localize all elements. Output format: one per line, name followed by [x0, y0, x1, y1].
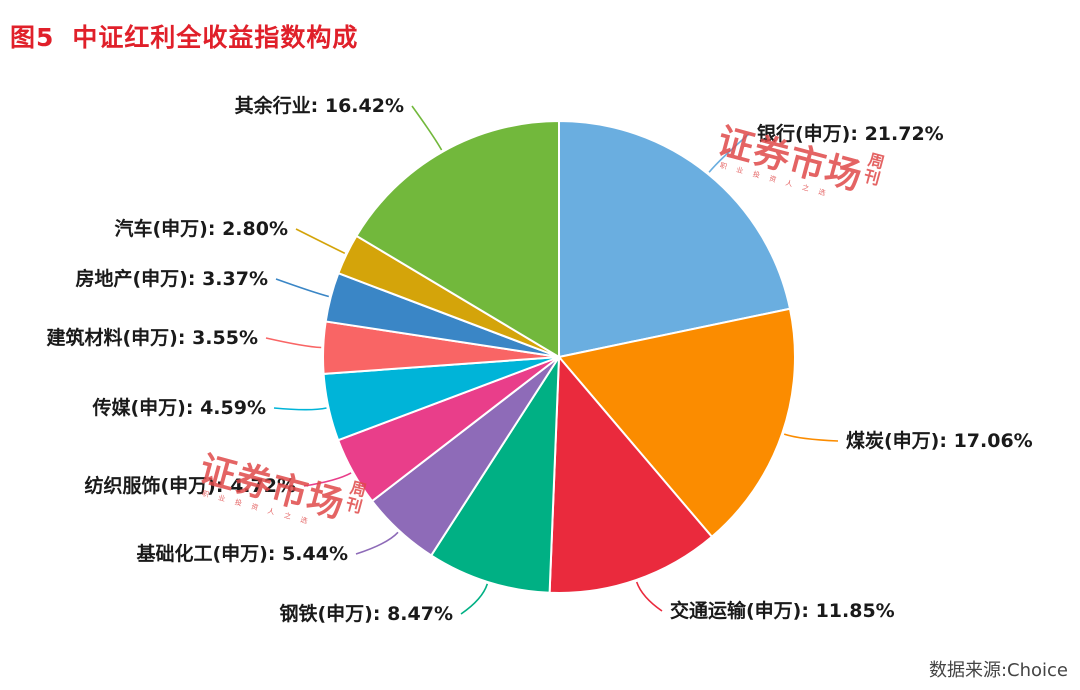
figure-title-text: 中证红利全收益指数构成	[72, 23, 359, 52]
pie-slice	[355, 119, 560, 359]
figure-title: 图5 中证红利全收益指数构成	[10, 18, 358, 54]
slice-label: 银行(申万): 21.72%	[757, 122, 944, 145]
leader-line	[635, 581, 663, 612]
slice-label: 纺织服饰(申万): 4.72%	[85, 474, 297, 497]
data-source: 数据来源:Choice	[928, 660, 1068, 681]
pie-slice	[557, 307, 796, 539]
leader-line	[708, 133, 750, 173]
leader-line	[275, 278, 330, 298]
slice-label: 煤炭(申万): 17.06%	[846, 429, 1033, 452]
leader-line	[460, 583, 489, 615]
pie-slice	[558, 119, 792, 359]
slice-label: 传媒(申万): 4.59%	[92, 396, 267, 419]
leader-line	[295, 228, 346, 255]
pie-slice	[548, 354, 714, 594]
leader-line	[265, 337, 322, 349]
slice-label: 其余行业: 16.42%	[235, 94, 404, 117]
slice-label: 交通运输(申万): 11.85%	[670, 599, 895, 622]
slice-label: 建筑材料(申万): 3.55%	[47, 326, 259, 349]
slice-label: 基础化工(申万): 5.44%	[136, 542, 349, 565]
leader-line	[411, 105, 443, 151]
figure-number: 图5	[10, 23, 55, 52]
leader-line	[303, 472, 352, 487]
slice-label: 钢铁(申万): 8.47%	[280, 602, 454, 625]
pie-slice	[429, 353, 561, 594]
leader-line	[783, 433, 839, 442]
leader-line	[273, 407, 327, 411]
slice-label: 汽车(申万): 2.80%	[115, 217, 289, 240]
slice-label: 房地产(申万): 3.37%	[76, 267, 269, 290]
leader-line	[355, 531, 399, 555]
